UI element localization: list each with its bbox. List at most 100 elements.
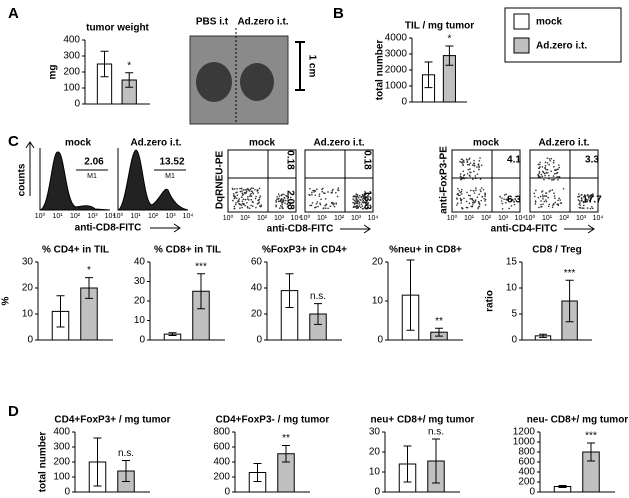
cell-dot	[587, 199, 589, 201]
significance: **	[435, 316, 443, 327]
error-bar	[565, 279, 574, 323]
cell-dot	[259, 195, 262, 197]
cell-dot	[553, 192, 555, 194]
cell-dot	[540, 203, 542, 206]
cell-dot	[360, 196, 363, 198]
cell-dot	[311, 202, 314, 204]
flow-tick-label: 10²	[481, 215, 492, 222]
cell-dot	[254, 197, 257, 200]
flow-y-label: anti-FoxP3-PE	[439, 146, 450, 214]
cell-dot	[469, 168, 471, 170]
cell-dot	[327, 191, 329, 193]
cell-dot	[471, 198, 474, 200]
y-tick-label: 100	[53, 472, 70, 483]
tumor	[196, 62, 232, 102]
cell-dot	[283, 193, 285, 196]
cell-dot	[239, 207, 241, 209]
cell-dot	[551, 189, 554, 191]
cell-dot	[241, 200, 244, 203]
cell-dot	[311, 191, 313, 194]
y-tick-label: 0	[377, 335, 383, 346]
cell-dot	[534, 203, 537, 205]
cell-dot	[361, 198, 364, 200]
cell-dot	[456, 193, 459, 196]
cell-dot	[558, 166, 561, 169]
cell-dot	[242, 198, 245, 201]
cell-dot	[461, 188, 463, 191]
cell-dot	[309, 187, 311, 190]
cell-dot	[541, 191, 543, 193]
cell-dot	[544, 161, 547, 164]
chart-title: TIL / mg tumor	[405, 21, 474, 32]
cell-dot	[547, 205, 550, 208]
cell-dot	[363, 193, 366, 196]
cell-dot	[478, 166, 480, 169]
error-bar	[424, 61, 433, 89]
flow-tick-label: 10³	[576, 215, 587, 222]
flow-tick-label: 10²	[148, 213, 159, 220]
cell-dot	[244, 198, 247, 201]
cell-dot	[553, 173, 556, 175]
cell-dot	[316, 188, 318, 191]
cell-dot	[251, 191, 254, 194]
cell-dot	[542, 195, 544, 198]
significance: *	[87, 265, 91, 276]
arrow	[25, 141, 181, 233]
cell-dot	[331, 190, 334, 192]
y-tick-label: 0	[256, 335, 262, 346]
tumor	[240, 63, 274, 101]
cell-dot	[580, 197, 583, 199]
cell-dot	[281, 203, 284, 206]
cell-dot	[290, 202, 293, 205]
cell-dot	[242, 203, 245, 206]
cell-dot	[459, 160, 461, 163]
cell-dot	[251, 205, 254, 208]
y-tick-label: 10	[369, 467, 381, 478]
cell-dot	[258, 199, 260, 201]
cell-dot	[316, 201, 319, 203]
cell-dot	[287, 197, 289, 200]
cell-dot	[233, 195, 235, 198]
cell-dot	[356, 195, 359, 198]
plot-frame	[39, 148, 110, 211]
cell-dot	[540, 173, 543, 176]
cell-dot	[257, 192, 259, 194]
cell-dot	[242, 189, 245, 191]
cell-dot	[577, 195, 579, 198]
y-axis-label: total number	[375, 40, 386, 101]
legend-label: Ad.zero i.t.	[536, 41, 587, 52]
cell-dot	[241, 190, 243, 193]
cell-dot	[460, 178, 463, 180]
cell-dot	[586, 194, 589, 197]
cell-dot	[474, 201, 476, 203]
cell-dot	[358, 194, 361, 197]
cell-dot	[503, 194, 506, 196]
axis	[539, 432, 615, 493]
cell-dot	[590, 194, 592, 196]
cell-dot	[315, 203, 318, 205]
cell-dot	[322, 187, 324, 190]
cell-dot	[313, 189, 316, 192]
cell-dot	[249, 190, 251, 192]
cell-dot	[281, 200, 284, 203]
cell-dot	[282, 198, 284, 201]
cell-dot	[501, 197, 503, 199]
cell-dot	[356, 207, 359, 210]
cell-dot	[539, 166, 541, 168]
cell-dot	[361, 195, 364, 197]
quadrant-value: 13.3	[361, 190, 372, 210]
y-tick-label: 0	[64, 487, 70, 498]
cell-dot	[590, 206, 593, 208]
cell-dot	[471, 201, 474, 204]
y-tick-label: 200	[63, 67, 80, 78]
cell-dot	[459, 197, 462, 200]
cell-dot	[581, 207, 583, 209]
error-bar	[539, 333, 547, 338]
cell-dot	[472, 199, 475, 202]
quadrant-value: 2.08	[284, 190, 295, 210]
cell-dot	[290, 196, 292, 199]
cell-dot	[543, 178, 545, 181]
flow-tick-label: 10²	[70, 213, 81, 220]
cell-dot	[277, 200, 280, 203]
